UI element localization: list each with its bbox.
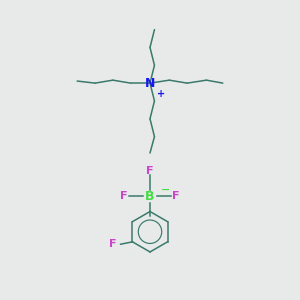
Text: B: B <box>145 190 155 202</box>
Text: N: N <box>145 76 155 90</box>
Text: F: F <box>110 239 117 249</box>
Text: F: F <box>120 191 128 201</box>
Text: F: F <box>172 191 180 201</box>
Text: −: − <box>161 185 170 195</box>
Text: +: + <box>157 89 165 99</box>
Text: F: F <box>146 167 154 176</box>
